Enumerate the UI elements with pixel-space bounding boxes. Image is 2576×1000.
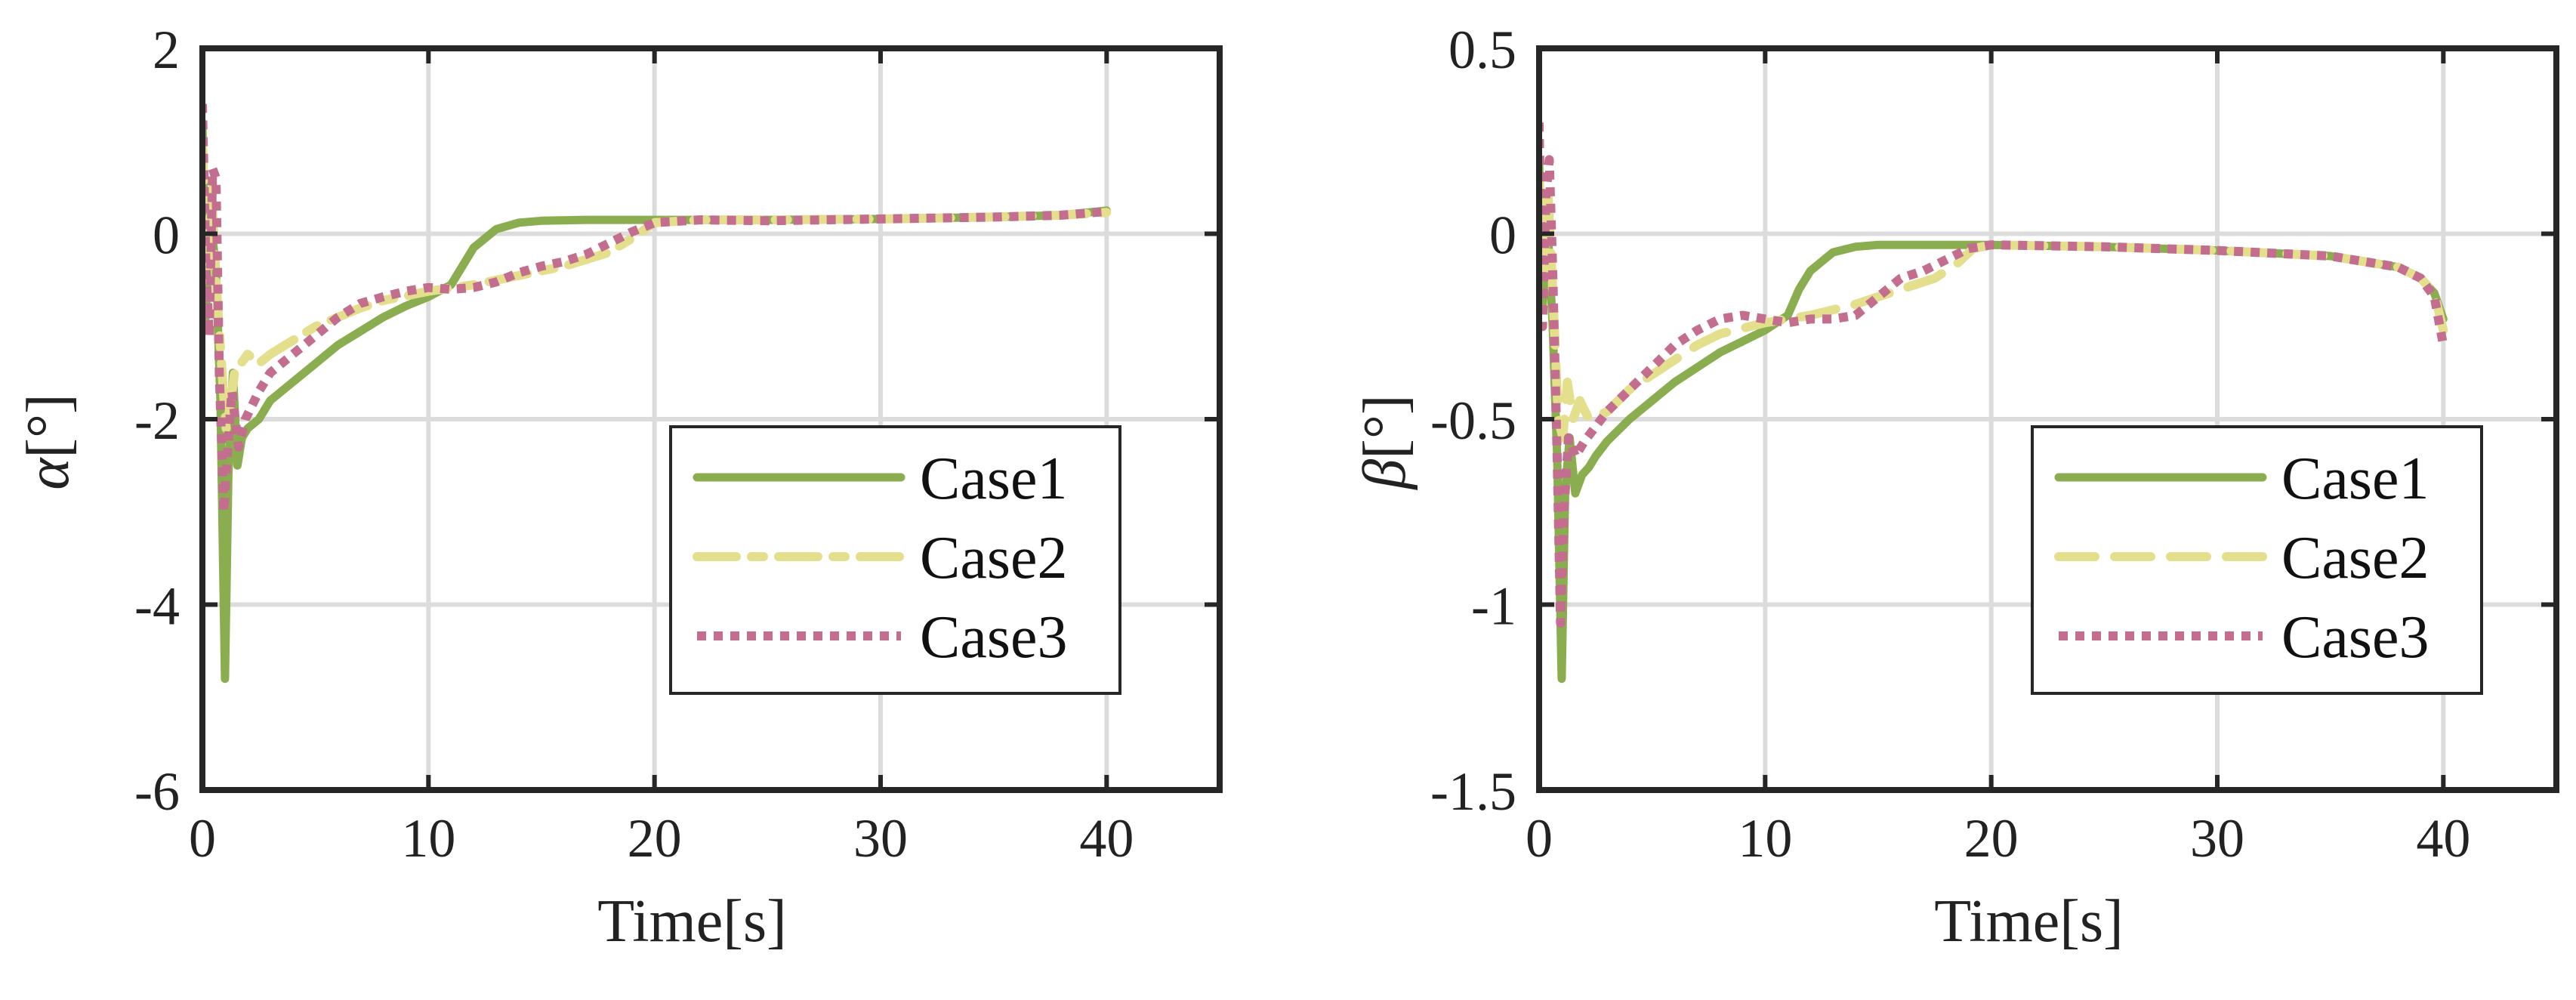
- y-axis-unit: [°]: [15, 394, 82, 458]
- series-line-case2: [1539, 173, 2448, 443]
- legend-label-case2: Case2: [2281, 525, 2429, 591]
- y-axis-symbol: α: [15, 457, 82, 490]
- alpha-chart-panel: 0 10 20 30 4020-2-4-6Time[s]α[°]Case1Case2Ca…: [15, 20, 1223, 955]
- y-axis-symbol: β: [1352, 459, 1418, 491]
- x-tick-label: 40: [1079, 808, 1134, 869]
- series-line-case3: [202, 103, 1107, 517]
- series-line-case1: [202, 118, 1111, 684]
- x-tick-label: 40: [2416, 808, 2470, 869]
- series-line-case3: [1539, 122, 2448, 628]
- x-axis-label: Time[s]: [1934, 888, 2123, 955]
- x-tick-label: 10: [1738, 808, 1792, 869]
- legend-label-case3: Case3: [920, 604, 1068, 671]
- x-axis-label: Time[s]: [597, 888, 786, 955]
- x-tick-label: 20: [628, 808, 682, 869]
- legend-label-case3: Case3: [2281, 604, 2429, 671]
- x-tick-label: 10: [401, 808, 455, 869]
- y-tick-label: 2: [153, 20, 180, 80]
- legend-label-case1: Case1: [920, 446, 1068, 512]
- x-tick-label: 30: [853, 808, 908, 869]
- y-axis-label: β[°]: [1352, 394, 1418, 490]
- beta-chart-panel: 0 10 20 30 400.50-0.5-1-1.5Time[s]β[°]Case1C…: [1352, 20, 2559, 955]
- x-tick-label: 30: [2190, 808, 2244, 869]
- y-axis-unit: [°]: [1352, 394, 1418, 458]
- x-tick-label: 0: [189, 808, 216, 869]
- legend: Case1 Case2 Case3: [669, 425, 1121, 695]
- y-axis-label: α[°]: [15, 394, 82, 489]
- legend: Case1 Case2 Case3: [2031, 425, 2483, 695]
- x-tick-label: 0: [1526, 808, 1553, 869]
- y-tick-label: -1.5: [1430, 761, 1516, 822]
- legend-label-case2: Case2: [920, 525, 1068, 591]
- y-tick-label: 0: [1489, 205, 1516, 266]
- y-tick-label: -0.5: [1430, 390, 1516, 451]
- x-tick-label: 20: [1964, 808, 2019, 869]
- y-tick-label: -4: [134, 576, 180, 637]
- y-tick-label: 0: [153, 205, 180, 266]
- legend-label-case1: Case1: [2281, 446, 2429, 512]
- y-tick-label: 0.5: [1448, 20, 1516, 80]
- y-tick-label: -1: [1471, 576, 1516, 637]
- y-tick-label: -6: [134, 761, 180, 822]
- y-tick-label: -2: [134, 390, 180, 451]
